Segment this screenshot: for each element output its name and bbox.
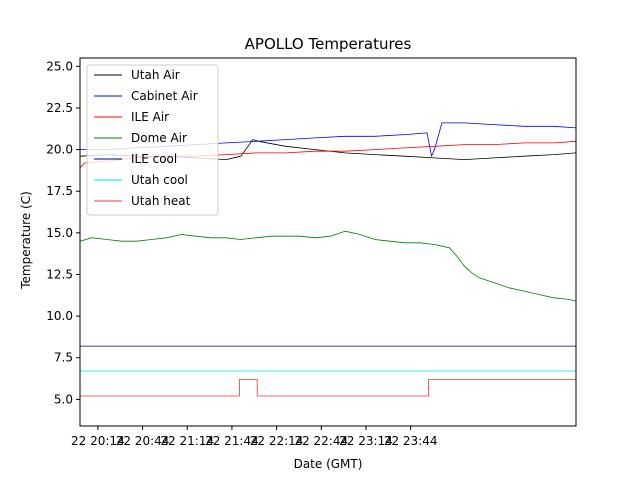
y-tick-label: 7.5 [54,351,73,365]
legend-label: Dome Air [131,131,187,145]
legend-label: Utah cool [131,173,188,187]
chart-title: APOLLO Temperatures [245,35,412,53]
y-tick-label: 10.0 [46,309,73,323]
x-tick-label: 22 20:44 [116,434,170,448]
y-tick-label: 22.5 [46,101,73,115]
legend: Utah Air Cabinet Air ILE Air Dome Air ILE co… [86,64,219,216]
y-axis-label: Temperature (C) [19,191,33,290]
legend-label: ILE cool [131,152,177,166]
series-line-utah-heat [80,378,576,397]
x-tick-label: 22 23:14 [339,434,393,448]
y-tick-label: 20.0 [46,143,73,157]
y-tick-label: 17.5 [46,184,73,198]
legend-box [86,64,219,216]
x-tick-label: 22 23:44 [384,434,438,448]
y-tick-label: 25.0 [46,59,73,73]
legend-label: Cabinet Air [131,89,198,103]
x-tick-label: 22 22:44 [294,434,348,448]
y-tick-label: 12.5 [46,267,73,281]
y-tick-label: 15.0 [46,226,73,240]
x-tick-label: 22 20:14 [71,434,125,448]
x-tick-label: 22 21:14 [160,434,214,448]
legend-label: Utah Air [131,68,180,82]
legend-label: ILE Air [131,110,169,124]
x-axis-label: Date (GMT) [294,457,363,471]
plot-frame [79,57,577,427]
y-axis-ticks: 5.0 7.5 10.0 12.5 15.0 17.5 20.0 22.5 25.0 [46,59,80,406]
legend-label: Utah heat [131,194,191,208]
x-tick-label: 22 22:14 [250,434,304,448]
series-line-dome-air [80,230,576,302]
y-tick-label: 5.0 [54,392,73,406]
x-tick-label: 22 21:44 [205,434,259,448]
